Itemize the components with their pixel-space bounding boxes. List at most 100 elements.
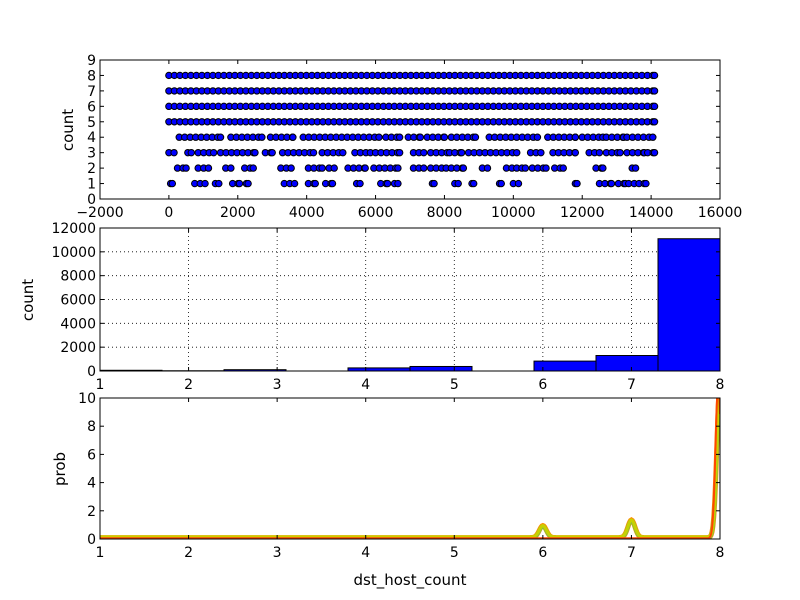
scatter-point bbox=[454, 179, 462, 188]
scatter-point bbox=[573, 179, 581, 188]
y-tick-label: 5 bbox=[87, 115, 96, 131]
scatter-point bbox=[513, 148, 521, 157]
density-y-axis-label: prob bbox=[51, 452, 69, 486]
scatter-point bbox=[497, 179, 505, 188]
scatter-point bbox=[235, 179, 244, 188]
scatter-y-axis-label: count bbox=[59, 109, 77, 151]
scatter-point bbox=[394, 164, 402, 172]
scatter-point bbox=[650, 102, 659, 111]
scatter-point bbox=[521, 164, 530, 172]
scatter-point bbox=[533, 133, 542, 141]
scatter-point bbox=[457, 148, 466, 157]
y-tick-label: 8 bbox=[87, 68, 96, 84]
scatter-frame bbox=[99, 59, 721, 200]
scatter-point bbox=[471, 133, 480, 141]
scatter-point bbox=[595, 148, 604, 157]
y-tick-label: 0 bbox=[87, 364, 96, 380]
y-tick-label: 3 bbox=[87, 146, 96, 162]
scatter-panel: −2000 0 2000 4000 6000 8000 10000 12000 14000 160… bbox=[59, 53, 742, 221]
scatter-point bbox=[227, 164, 235, 172]
scatter-point bbox=[339, 148, 347, 157]
scatter-point bbox=[470, 179, 478, 188]
density-panel: 1 2 3 4 5 6 7 8 0 2 4 6 8 10 prob dst_host_count bbox=[51, 391, 724, 590]
scatter-point bbox=[571, 148, 580, 157]
scatter-point bbox=[244, 179, 252, 188]
scatter-point bbox=[311, 179, 319, 188]
density-frame bbox=[99, 397, 721, 540]
x-tick-label: 4000 bbox=[289, 205, 325, 221]
scatter-point bbox=[631, 164, 640, 172]
scatter-axes: −2000 0 2000 4000 6000 8000 10000 12000 14000 160… bbox=[76, 53, 742, 221]
x-tick-label: 5 bbox=[450, 377, 459, 393]
x-tick-label: 3 bbox=[273, 377, 282, 393]
scatter-point bbox=[514, 179, 523, 188]
scatter-point bbox=[215, 179, 223, 188]
x-tick-label: 14000 bbox=[629, 205, 674, 221]
scatter-point bbox=[483, 164, 492, 172]
x-tick-label: 5 bbox=[450, 545, 459, 561]
x-tick-label: 8 bbox=[716, 377, 725, 393]
scatter-point bbox=[430, 179, 438, 188]
x-tick-label: 0 bbox=[164, 205, 173, 221]
scatter-point bbox=[642, 179, 650, 188]
y-tick-label: 6000 bbox=[60, 293, 96, 309]
scatter-point bbox=[559, 164, 567, 172]
scatter-point bbox=[187, 148, 195, 157]
y-tick-label: 2000 bbox=[60, 340, 96, 356]
y-tick-label: 6 bbox=[87, 99, 96, 115]
scatter-point bbox=[170, 148, 178, 157]
x-tick-label: 6 bbox=[538, 377, 547, 393]
y-tick-label: 8 bbox=[87, 419, 96, 435]
x-tick-label: 7 bbox=[627, 545, 636, 561]
scatter-point bbox=[420, 148, 428, 157]
density-x-axis-label: dst_host_count bbox=[354, 571, 467, 590]
density-lines bbox=[100, 398, 720, 539]
scatter-point bbox=[216, 133, 225, 141]
x-tick-label: 2 bbox=[184, 545, 193, 561]
scatter-point bbox=[383, 179, 392, 188]
scatter-point bbox=[650, 148, 659, 157]
scatter-point bbox=[204, 164, 213, 172]
histogram-bar bbox=[657, 238, 721, 372]
histogram-axes: 1 2 3 4 5 6 7 8 0 2000 4000 6000 8000 10000 12000 bbox=[51, 221, 724, 393]
scatter-point bbox=[459, 164, 468, 172]
histogram-panel: 1 2 3 4 5 6 7 8 0 2000 4000 6000 8000 10000 12000 coun… bbox=[19, 221, 724, 393]
scatter-point bbox=[249, 164, 257, 172]
scatter-point bbox=[209, 148, 218, 157]
scatter-point bbox=[607, 179, 616, 188]
scatter-point bbox=[201, 179, 209, 188]
x-tick-label: 1 bbox=[96, 377, 105, 393]
x-tick-label: 10000 bbox=[491, 205, 536, 221]
density-series-line bbox=[100, 398, 720, 539]
scatter-point bbox=[258, 133, 266, 141]
scatter-point bbox=[289, 133, 297, 141]
scatter-point bbox=[182, 164, 190, 172]
scatter-point bbox=[290, 179, 299, 188]
x-tick-label: 2 bbox=[184, 377, 193, 393]
scatter-point bbox=[537, 148, 545, 157]
y-tick-label: 0 bbox=[87, 192, 96, 208]
scatter-point bbox=[375, 133, 383, 141]
y-tick-label: 10 bbox=[78, 391, 96, 407]
x-tick-label: 4 bbox=[361, 377, 370, 393]
y-tick-label: 4 bbox=[87, 476, 96, 492]
x-tick-label: 8000 bbox=[427, 205, 463, 221]
histogram-frame bbox=[99, 227, 721, 372]
y-tick-label: 4 bbox=[87, 130, 96, 146]
scatter-point bbox=[361, 164, 369, 172]
scatter-point bbox=[650, 118, 659, 126]
scatter-point bbox=[395, 148, 404, 157]
histogram-bar bbox=[409, 365, 473, 372]
x-tick-label: 3 bbox=[273, 545, 282, 561]
scatter-point bbox=[251, 148, 259, 157]
x-tick-label: 1 bbox=[96, 545, 105, 561]
y-tick-label: 0 bbox=[87, 532, 96, 548]
scatter-point bbox=[599, 164, 607, 172]
y-tick-label: 10000 bbox=[51, 245, 96, 261]
scatter-point bbox=[268, 148, 276, 157]
scatter-point bbox=[416, 133, 425, 141]
y-tick-label: 2 bbox=[87, 161, 96, 177]
scatter-marks bbox=[165, 71, 659, 188]
x-tick-label: −2000 bbox=[76, 205, 123, 221]
